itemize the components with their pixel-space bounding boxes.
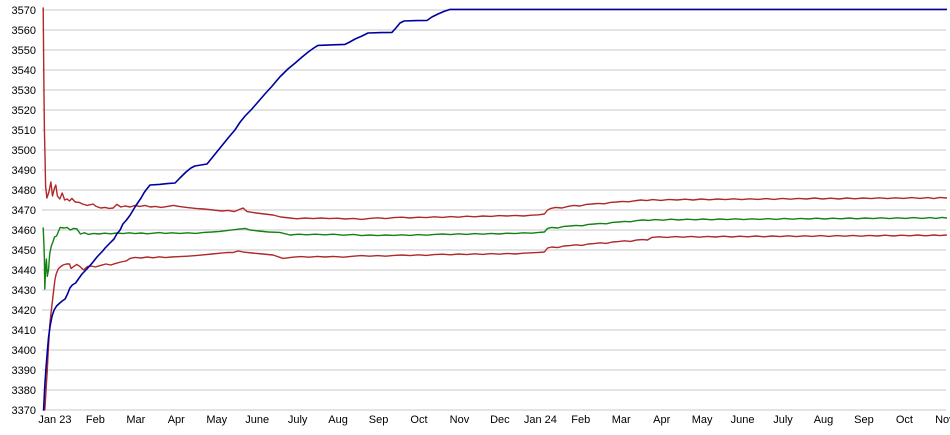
x-tick-label: Sep	[369, 414, 389, 426]
y-tick-label: 3480	[12, 185, 36, 197]
gridlines	[42, 9, 946, 411]
y-tick-label: 3440	[12, 265, 36, 277]
x-tick-label: Jan 24	[524, 414, 557, 426]
y-tick-label: 3500	[12, 145, 36, 157]
x-tick-label: May	[692, 414, 713, 426]
x-tick-label: Jan 23	[38, 414, 71, 426]
x-tick-label: Apr	[653, 414, 670, 426]
y-tick-label: 3390	[12, 365, 36, 377]
y-tick-label: 3450	[12, 245, 36, 257]
y-tick-label: 3510	[12, 125, 36, 137]
x-tick-label: Mar	[612, 414, 631, 426]
x-tick-label: Feb	[571, 414, 590, 426]
y-tick-label: 3430	[12, 285, 36, 297]
y-tick-label: 3560	[12, 25, 36, 37]
x-tick-label: Sep	[854, 414, 874, 426]
x-tick-label: July	[773, 414, 793, 426]
x-tick-label: Oct	[410, 414, 427, 426]
y-axis-labels: 3570 3560 3550 3540 3530 3520 3510 3500 3490 3480…	[12, 5, 36, 417]
y-tick-label: 3420	[12, 305, 36, 317]
x-tick-label: May	[206, 414, 227, 426]
y-tick-label: 3530	[12, 85, 36, 97]
y-tick-label: 3570	[12, 5, 36, 17]
y-tick-label: 3410	[12, 325, 36, 337]
series-upper-red-band	[42, 7, 947, 221]
y-tick-label: 3470	[12, 205, 36, 217]
x-tick-label: Feb	[86, 414, 105, 426]
x-tick-label: Mar	[126, 414, 145, 426]
x-tick-label: Oct	[896, 414, 913, 426]
x-tick-label: Aug	[814, 414, 834, 426]
x-axis-labels: Jan 23 Feb Mar Apr May June July Aug Sep Oct Nov De…	[38, 414, 950, 426]
series-blue-cumulative	[42, 8, 947, 411]
series-lower-red-band	[44, 234, 947, 411]
series-lines	[42, 7, 947, 411]
y-tick-label: 3540	[12, 65, 36, 77]
x-tick-label: June	[245, 414, 269, 426]
x-tick-label: Apr	[168, 414, 185, 426]
series-green-center	[42, 216, 947, 290]
x-tick-label: Nov	[450, 414, 470, 426]
y-tick-label: 3400	[12, 345, 36, 357]
y-tick-label: 3460	[12, 225, 36, 237]
x-tick-label: Aug	[328, 414, 348, 426]
x-tick-label: July	[288, 414, 308, 426]
x-tick-label: Nov	[935, 414, 950, 426]
x-tick-label: Dec	[490, 414, 510, 426]
y-tick-label: 3380	[12, 385, 36, 397]
y-tick-label: 3370	[12, 405, 36, 417]
y-tick-label: 3550	[12, 45, 36, 57]
x-tick-label: June	[731, 414, 755, 426]
y-tick-label: 3520	[12, 105, 36, 117]
y-tick-label: 3490	[12, 165, 36, 177]
